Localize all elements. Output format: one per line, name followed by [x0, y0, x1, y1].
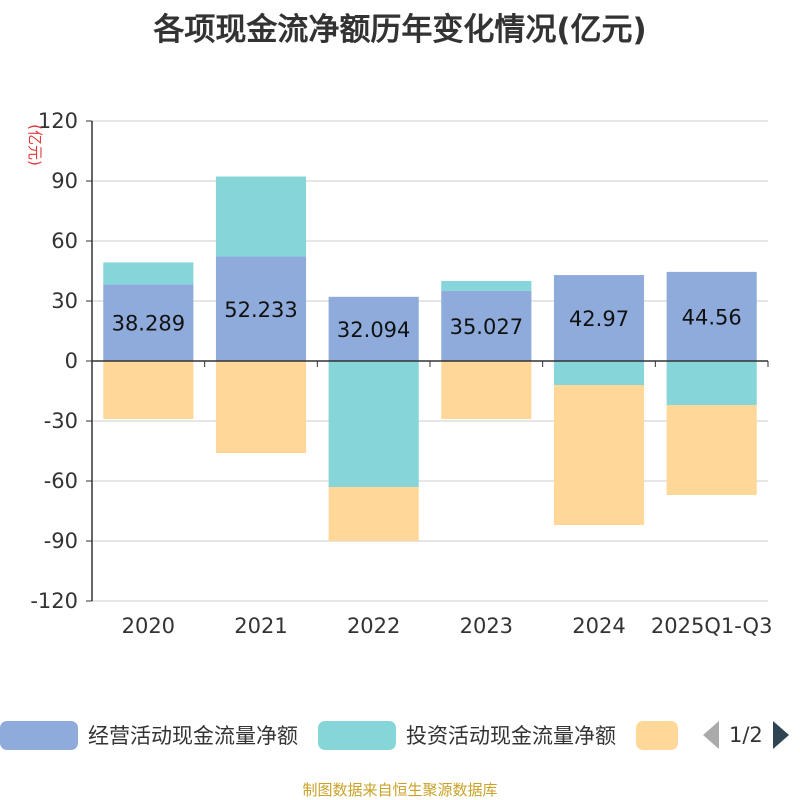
- y-tick-label--30: -30: [44, 409, 78, 433]
- bar-series1-2021: [215, 176, 307, 257]
- bars: [103, 176, 757, 541]
- y-tick-label--120: -120: [30, 589, 78, 613]
- bar-series0-2020: [103, 284, 194, 361]
- legend-next-page-icon[interactable]: [772, 721, 789, 749]
- bar-series2-2024: [553, 385, 645, 525]
- x-tick-label-2024: 2024: [572, 614, 625, 638]
- y-tick-label-90: 90: [51, 169, 78, 193]
- legend-label-operating: 经营活动现金流量净额: [88, 724, 298, 748]
- labels: 120 90 60 30 0 -30 -60 -90 -120 (亿元) 38.289 52.233 3…: [26, 109, 772, 638]
- data-label-2021: 52.233: [224, 298, 297, 322]
- y-tick-label-30: 30: [51, 289, 78, 313]
- y-tick-label--60: -60: [44, 469, 78, 493]
- data-source-note: 制图数据来自恒生聚源数据库: [302, 781, 498, 799]
- bar-series0-2021: [215, 256, 307, 361]
- bar-series1-2025Q1-Q3: [666, 361, 757, 405]
- chart-title: 各项现金流净额历年变化情况(亿元): [153, 12, 647, 48]
- x-tick-label-2021: 2021: [234, 614, 287, 638]
- bar-series2-2025Q1-Q3: [666, 405, 757, 495]
- data-label-2025Q1-Q3: 44.56: [682, 305, 742, 329]
- bar-series1-2022: [328, 361, 419, 487]
- legend-page-indicator: 1/2: [729, 723, 763, 747]
- bar-series0-2022: [328, 296, 419, 361]
- legend-item-operating[interactable]: 经营活动现金流量净额: [0, 720, 298, 750]
- bar-series2-2021: [215, 361, 307, 453]
- legend-swatch-investing: [318, 720, 396, 750]
- y-tick-label-0: 0: [65, 349, 78, 373]
- data-label-2024: 42.97: [569, 307, 629, 331]
- bar-series1-2020: [103, 262, 194, 285]
- x-tick-label-2020: 2020: [122, 614, 175, 638]
- y-tick-label-60: 60: [51, 229, 78, 253]
- bar-series0-2025Q1-Q3: [666, 271, 757, 361]
- axes: [86, 120, 769, 602]
- legend-swatch-financing: [636, 720, 678, 750]
- legend: 经营活动现金流量净额 投资活动现金流量净额 1/2: [0, 715, 800, 755]
- x-tick-label-2025Q1-Q3: 2025Q1-Q3: [651, 614, 773, 638]
- legend-prev-page-icon[interactable]: [703, 721, 719, 749]
- bar-series2-2023: [441, 361, 532, 419]
- bar-series1-2024: [553, 361, 645, 385]
- y-unit-label: (亿元): [26, 124, 44, 166]
- legend-pager: 1/2: [703, 721, 789, 749]
- bar-series0-2023: [441, 290, 532, 361]
- bar-series1-2023: [441, 280, 532, 291]
- legend-item-financing[interactable]: [636, 720, 688, 750]
- y-tick-label-120: 120: [38, 109, 78, 133]
- data-label-2023: 35.027: [450, 315, 523, 339]
- bar-series2-2020: [103, 361, 194, 419]
- x-tick-label-2023: 2023: [460, 614, 513, 638]
- bar-series2-2022: [328, 487, 419, 541]
- data-label-2022: 32.094: [337, 318, 410, 342]
- y-tick-label--90: -90: [44, 529, 78, 553]
- x-tick-label-2022: 2022: [347, 614, 400, 638]
- legend-label-investing: 投资活动现金流量净额: [406, 724, 616, 748]
- legend-swatch-operating: [0, 720, 78, 750]
- data-label-2020: 38.289: [112, 312, 185, 336]
- bar-series0-2024: [553, 275, 645, 361]
- gridlines: [92, 120, 768, 602]
- legend-item-investing[interactable]: 投资活动现金流量净额: [318, 720, 616, 750]
